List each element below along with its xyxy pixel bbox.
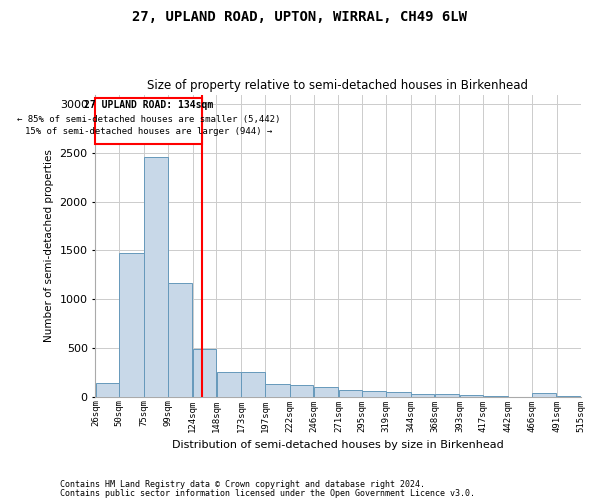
Bar [386, 392, 410, 396]
Bar [314, 388, 338, 396]
Text: ← 85% of semi-detached houses are smaller (5,442): ← 85% of semi-detached houses are smalle… [17, 114, 281, 124]
Y-axis label: Number of semi-detached properties: Number of semi-detached properties [44, 149, 54, 342]
Text: Contains public sector information licensed under the Open Government Licence v3: Contains public sector information licen… [60, 488, 475, 498]
Bar [362, 392, 386, 396]
Bar [435, 394, 459, 396]
Text: Contains HM Land Registry data © Crown copyright and database right 2024.: Contains HM Land Registry data © Crown c… [60, 480, 425, 489]
Bar [168, 282, 193, 397]
Text: 15% of semi-detached houses are larger (944) →: 15% of semi-detached houses are larger (… [25, 127, 272, 136]
Bar [265, 384, 290, 396]
Bar [411, 394, 434, 396]
Text: 27, UPLAND ROAD, UPTON, WIRRAL, CH49 6LW: 27, UPLAND ROAD, UPTON, WIRRAL, CH49 6LW [133, 10, 467, 24]
Bar [241, 372, 265, 396]
Bar [290, 385, 313, 396]
Bar [460, 394, 483, 396]
Bar [193, 349, 216, 397]
Bar [95, 383, 119, 396]
Bar [144, 157, 167, 396]
Bar [95, 98, 202, 144]
Bar [532, 392, 556, 396]
X-axis label: Distribution of semi-detached houses by size in Birkenhead: Distribution of semi-detached houses by … [172, 440, 504, 450]
Bar [217, 372, 241, 396]
Title: Size of property relative to semi-detached houses in Birkenhead: Size of property relative to semi-detach… [148, 79, 529, 92]
Bar [119, 254, 144, 396]
Text: 27 UPLAND ROAD: 134sqm: 27 UPLAND ROAD: 134sqm [84, 100, 214, 110]
Bar [338, 390, 362, 396]
